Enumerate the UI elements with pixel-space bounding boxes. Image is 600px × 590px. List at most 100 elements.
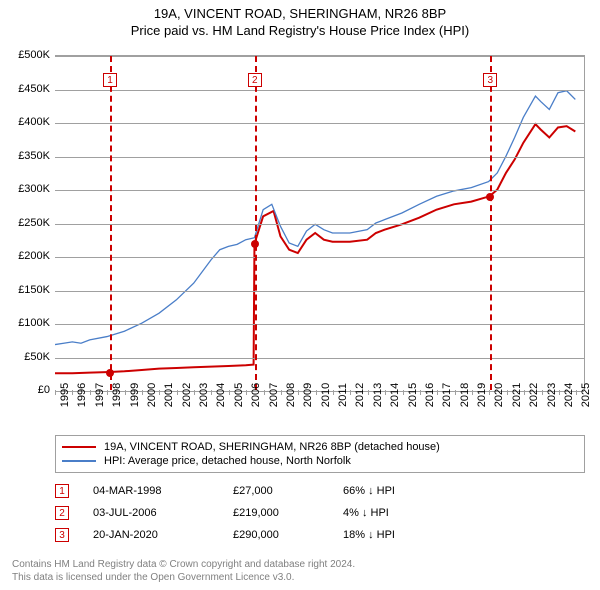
x-tick-label: 2006	[250, 383, 262, 407]
gridline	[55, 358, 584, 359]
x-tick	[159, 390, 160, 395]
x-tick	[385, 390, 386, 395]
x-tick	[194, 390, 195, 395]
legend-item: 19A, VINCENT ROAD, SHERINGHAM, NR26 8BP …	[62, 440, 578, 454]
x-tick-label: 2003	[198, 383, 210, 407]
x-tick	[368, 390, 369, 395]
event-date: 03-JUL-2006	[93, 507, 233, 519]
event-row: 1 04-MAR-1998£27,00066% ↓ HPI	[55, 480, 585, 502]
event-price: £290,000	[233, 529, 343, 541]
event-row: 3 20-JAN-2020£290,00018% ↓ HPI	[55, 524, 585, 546]
x-tick-label: 2008	[285, 383, 297, 407]
y-tick-label: £50K	[24, 351, 50, 363]
x-tick-label: 2024	[563, 383, 575, 407]
x-tick	[489, 390, 490, 395]
x-tick	[350, 390, 351, 395]
x-tick-label: 2011	[337, 383, 349, 407]
x-tick	[72, 390, 73, 395]
x-tick-label: 1997	[94, 383, 106, 407]
x-tick	[524, 390, 525, 395]
x-tick	[142, 390, 143, 395]
x-tick	[420, 390, 421, 395]
x-tick	[211, 390, 212, 395]
event-row: 203-JUL-2006£219,0004% ↓ HPI	[55, 502, 585, 524]
y-tick-label: £450K	[18, 83, 50, 95]
x-tick	[90, 390, 91, 395]
x-tick-label: 2021	[511, 383, 523, 407]
x-tick-label: 2007	[268, 383, 280, 407]
x-tick-label: 2020	[493, 383, 505, 407]
x-tick	[507, 390, 508, 395]
gridline	[55, 90, 584, 91]
x-tick	[576, 390, 577, 395]
event-line	[255, 56, 257, 390]
chart-title: 19A, VINCENT ROAD, SHERINGHAM, NR26 8BP	[0, 0, 600, 21]
y-tick-label: £150K	[18, 284, 50, 296]
y-tick-label: £200K	[18, 250, 50, 262]
x-tick-label: 2015	[407, 383, 419, 407]
gridline	[55, 257, 584, 258]
legend-label: 19A, VINCENT ROAD, SHERINGHAM, NR26 8BP …	[104, 441, 440, 453]
event-marker: 3	[483, 73, 497, 87]
event-delta: 18% ↓ HPI	[343, 529, 483, 541]
x-tick-label: 2000	[146, 383, 158, 407]
legend-swatch	[62, 446, 96, 448]
event-marker: 2	[248, 73, 262, 87]
event-delta: 4% ↓ HPI	[343, 507, 483, 519]
x-tick-label: 2023	[546, 383, 558, 407]
x-tick-label: 2025	[580, 383, 592, 407]
x-tick-label: 2016	[424, 383, 436, 407]
x-tick	[472, 390, 473, 395]
x-tick-label: 2017	[441, 383, 453, 407]
x-tick	[55, 390, 56, 395]
sale-point	[486, 193, 494, 201]
series-hpi	[55, 91, 575, 345]
y-tick-label: £250K	[18, 217, 50, 229]
event-num-box: 2	[55, 506, 69, 520]
x-tick	[559, 390, 560, 395]
x-tick-label: 2013	[372, 383, 384, 407]
x-tick	[298, 390, 299, 395]
x-tick-label: 2004	[215, 383, 227, 407]
x-tick	[542, 390, 543, 395]
chart-container: { "title": "19A, VINCENT ROAD, SHERINGHA…	[0, 0, 600, 590]
x-tick-label: 2018	[459, 383, 471, 407]
legend: 19A, VINCENT ROAD, SHERINGHAM, NR26 8BP …	[55, 435, 585, 473]
event-num-box: 1	[55, 484, 69, 498]
event-date: 20-JAN-2020	[93, 529, 233, 541]
x-tick-label: 1999	[129, 383, 141, 407]
y-tick-label: £300K	[18, 183, 50, 195]
licence-text: Contains HM Land Registry data © Crown c…	[12, 558, 355, 584]
x-tick	[403, 390, 404, 395]
x-tick	[264, 390, 265, 395]
x-tick	[125, 390, 126, 395]
gridline	[55, 123, 584, 124]
gridline	[55, 324, 584, 325]
licence-line2: This data is licensed under the Open Gov…	[12, 571, 355, 584]
gridline	[55, 291, 584, 292]
plot-area: 1 2 3	[55, 55, 585, 390]
x-tick-label: 1996	[76, 383, 88, 407]
event-date: 04-MAR-1998	[93, 485, 233, 497]
event-line	[110, 56, 112, 390]
event-price: £27,000	[233, 485, 343, 497]
licence-line1: Contains HM Land Registry data © Crown c…	[12, 558, 355, 571]
legend-swatch	[62, 460, 96, 462]
y-tick-label: £0	[38, 384, 50, 396]
gridline	[55, 157, 584, 158]
event-marker: 1	[103, 73, 117, 87]
x-tick-label: 2014	[389, 383, 401, 407]
event-num-box: 3	[55, 528, 69, 542]
x-tick	[229, 390, 230, 395]
x-tick	[333, 390, 334, 395]
x-tick	[437, 390, 438, 395]
event-delta: 66% ↓ HPI	[343, 485, 483, 497]
legend-item: HPI: Average price, detached house, Nort…	[62, 454, 578, 468]
y-tick-label: £500K	[18, 49, 50, 61]
x-tick-label: 2005	[233, 383, 245, 407]
events-table: 1 04-MAR-1998£27,00066% ↓ HPI 2 03-JUL-2006…	[55, 480, 585, 546]
x-tick-label: 1995	[59, 383, 71, 407]
y-tick-label: £350K	[18, 150, 50, 162]
x-tick	[455, 390, 456, 395]
x-tick	[281, 390, 282, 395]
